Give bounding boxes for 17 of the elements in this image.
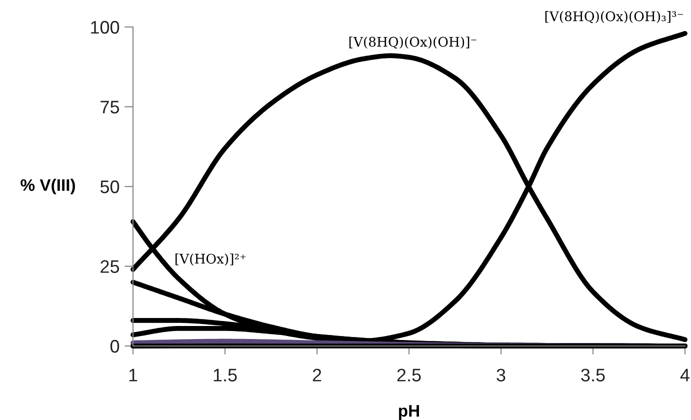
x-tick-label: 2	[312, 368, 322, 382]
series-label: [V(8HQ)(Ox)(OH)]⁻	[349, 36, 476, 49]
y-tick-label: 25	[100, 260, 120, 273]
x-tick-label: 4	[680, 368, 690, 382]
x-axis-title: pH	[398, 405, 419, 420]
series-label: [V(HOx)]²⁺	[176, 253, 246, 266]
x-tick-label: 1	[129, 368, 138, 382]
x-tick-label: 1.5	[214, 368, 237, 382]
y-tick-label: 50	[100, 180, 120, 194]
x-tick-label: 3.5	[581, 368, 605, 382]
x-tick-label: 3	[496, 368, 506, 382]
y-tick-label: 0	[110, 340, 120, 353]
y-tick-label: 75	[100, 100, 120, 114]
x-tick-label: 2.5	[397, 368, 421, 382]
series-label: [V(8HQ)(Ox)(OH)₃]³⁻	[545, 11, 683, 24]
y-axis-title: % V(III)	[20, 178, 75, 194]
y-tick-label: 100	[91, 20, 120, 34]
